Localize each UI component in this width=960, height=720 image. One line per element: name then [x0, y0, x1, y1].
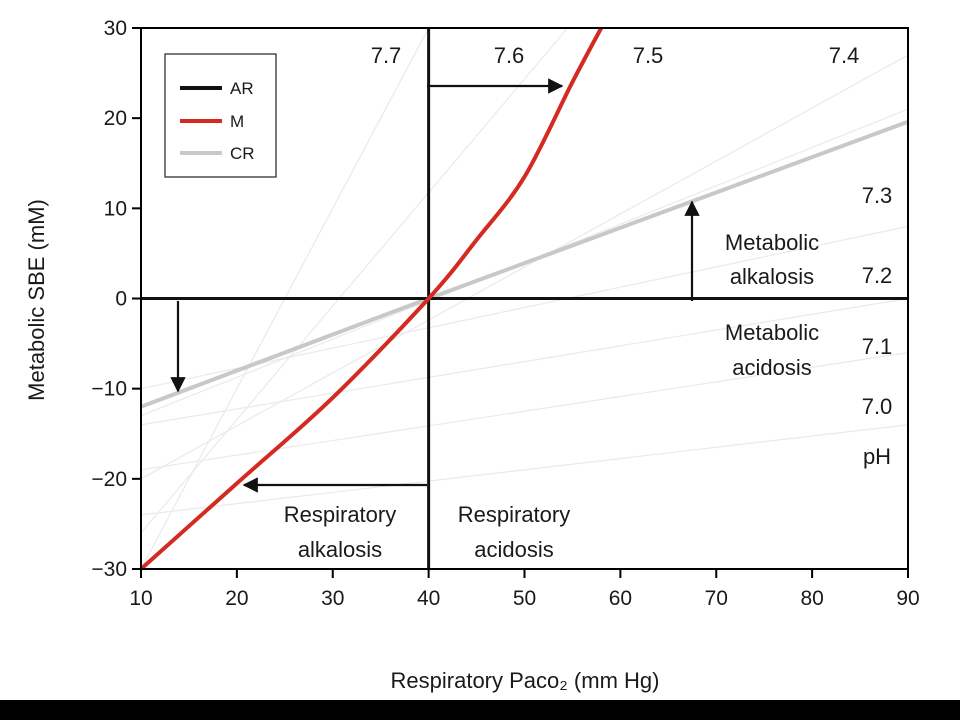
y-tick-label-10: 10 — [104, 197, 127, 220]
y-tick-label-20: 20 — [104, 107, 127, 130]
metabolic-alkalosis-line2: alkalosis — [730, 264, 814, 289]
x-tick-label-30: 30 — [321, 587, 344, 610]
ph-isopleth-7-2 — [140, 297, 909, 426]
figure: 10 20 30 40 50 60 70 80 90 −30 −20 −10 0 10 20 30 7.7 7.… — [0, 0, 960, 700]
legend: AR M CR — [164, 53, 277, 178]
series-m-curve — [139, 27, 603, 571]
legend-label-ar: AR — [230, 79, 254, 98]
x-tick-label-80: 80 — [800, 587, 823, 610]
metabolic-acidosis-line2: acidosis — [732, 355, 811, 380]
ph-label-7-7: 7.7 — [371, 43, 402, 68]
ticks: 10 20 30 40 50 60 70 80 90 −30 −20 −10 0 10 20 30 — [91, 17, 919, 610]
y-tick-label--20: −20 — [91, 468, 127, 491]
y-tick-label--10: −10 — [91, 378, 127, 401]
respiratory-acidosis-line2: acidosis — [474, 537, 553, 562]
respiratory-acidosis-line1: Respiratory — [458, 502, 570, 527]
ph-label-7-2: 7.2 — [862, 263, 893, 288]
x-tick-label-20: 20 — [225, 587, 248, 610]
x-tick-label-10: 10 — [129, 587, 152, 610]
metabolic-acidosis-line1: Metabolic — [725, 320, 819, 345]
metabolic-alkalosis-line1: Metabolic — [725, 230, 819, 255]
respiratory-alkalosis-line2: alkalosis — [298, 537, 382, 562]
legend-label-cr: CR — [230, 144, 255, 163]
ph-isopleth-7-6 — [140, 27, 569, 534]
x-tick-label-40: 40 — [417, 587, 440, 610]
ph-title: pH — [863, 444, 891, 469]
y-axis-title: Metabolic SBE (mM) — [24, 199, 49, 401]
x-axis-title: Respiratory Paco₂ (mm Hg) — [391, 668, 660, 693]
ph-label-7-6: 7.6 — [494, 43, 525, 68]
respiratory-alkalosis-line1: Respiratory — [284, 502, 396, 527]
legend-label-m: M — [230, 112, 244, 131]
x-tick-label-60: 60 — [609, 587, 632, 610]
y-tick-label--30: −30 — [91, 558, 127, 581]
ph-isopleths — [140, 27, 909, 570]
ph-label-7-4: 7.4 — [829, 43, 860, 68]
ph-isopleth-7-3 — [140, 225, 909, 390]
x-tick-label-50: 50 — [513, 587, 536, 610]
ph-labels: 7.7 7.6 7.5 7.4 7.3 7.2 7.1 7.0 — [371, 43, 893, 419]
ph-label-7-5: 7.5 — [633, 43, 664, 68]
series-layer — [139, 27, 909, 571]
y-tick-label-0: 0 — [115, 288, 127, 311]
ph-isopleth-7-0 — [140, 424, 909, 516]
ph-label-7-0: 7.0 — [862, 394, 893, 419]
y-tick-label-30: 30 — [104, 17, 127, 40]
ph-isopleth-7-5 — [140, 54, 909, 480]
x-tick-label-90: 90 — [896, 587, 919, 610]
ph-isopleth-7-1 — [140, 352, 909, 471]
x-tick-label-70: 70 — [705, 587, 728, 610]
ph-label-7-3: 7.3 — [862, 183, 893, 208]
ph-label-7-1: 7.1 — [862, 334, 893, 359]
legend-box — [164, 53, 277, 178]
